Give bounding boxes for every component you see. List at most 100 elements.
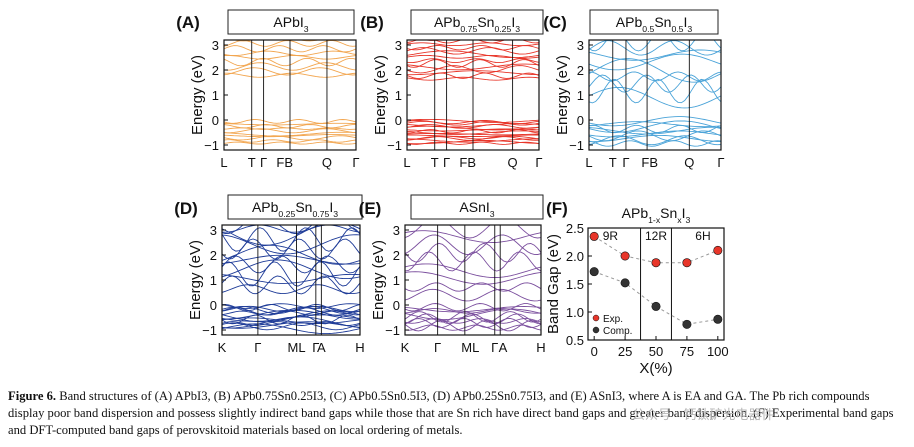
band-line (222, 317, 360, 324)
band-line (405, 303, 541, 312)
y-tick-label: 0 (395, 113, 402, 128)
y-tick-label: 1 (210, 273, 217, 288)
k-point-label: Γ (312, 340, 319, 355)
band-line (222, 321, 360, 326)
y-tick-label: 1 (395, 88, 402, 103)
band-line (222, 234, 360, 255)
watermark: 公众号 · 钙钛矿光电器件 (632, 408, 775, 423)
panel-letter: (E) (359, 199, 382, 218)
band-line (222, 284, 360, 295)
y-tick-label: 3 (212, 38, 219, 53)
band-line (405, 242, 541, 263)
k-point-label: Q (322, 155, 332, 170)
k-point-label: Γ (717, 155, 724, 170)
band-line (222, 254, 360, 265)
k-point-label: Γ (352, 155, 359, 170)
panel-title-box (227, 194, 363, 220)
data-point (713, 245, 723, 255)
y-tick-label: 0 (577, 113, 584, 128)
k-point-label: A (317, 340, 326, 355)
band-panel-4: (D) APb0.25Sn0.75I3 3 2 1 0 −1 Energy (eV) K Γ ML Γ… (174, 194, 365, 355)
k-point-label: Γ (254, 340, 261, 355)
y-tick-label: 0.5 (566, 333, 584, 348)
band-line (589, 40, 721, 52)
band-line (589, 116, 721, 127)
data-point (620, 278, 630, 288)
band-line (222, 314, 360, 325)
band-line (222, 261, 360, 287)
y-tick-label: 0 (393, 298, 400, 313)
panel-title: APb0.75Sn0.25I3 (434, 14, 520, 34)
band-line (589, 86, 721, 109)
caption-text: Band structures of (A) APbI3, (B) APb0.7… (8, 389, 894, 437)
legend-marker (592, 314, 600, 322)
x-tick-label: 0 (591, 344, 598, 359)
band-line (589, 126, 721, 135)
band-line (589, 134, 721, 143)
y-tick-label: 2 (577, 63, 584, 78)
band-line (232, 40, 320, 42)
band-line (589, 49, 721, 61)
panel-title-box (410, 9, 544, 35)
y-tick-label: 0 (212, 113, 219, 128)
panel-letter: (C) (543, 13, 567, 32)
y-tick-label: −1 (204, 138, 219, 153)
y-tick-label: 2 (393, 248, 400, 263)
band-line (222, 321, 360, 329)
panel-title: APbI3 (273, 14, 308, 34)
k-point-label: L (585, 155, 592, 170)
band-line (222, 225, 360, 246)
data-point (620, 251, 630, 261)
k-point-label: K (218, 340, 227, 355)
band-lines (589, 40, 721, 147)
legend-label: Exp. (603, 314, 623, 325)
band-line (222, 322, 360, 331)
band-line (222, 244, 360, 265)
y-tick-label: 1.0 (566, 305, 584, 320)
data-point (682, 258, 692, 268)
y-axis-label: Energy (eV) (189, 55, 206, 135)
data-point (589, 267, 599, 277)
k-point-label: FB (459, 155, 476, 170)
figure-6: (A) APbI3 3 2 1 0 −1 Energy (eV) L T Γ FB Q Γ (B) APb0.… (174, 9, 729, 377)
y-tick-label: 1 (212, 88, 219, 103)
k-point-label: T (431, 155, 439, 170)
k-point-label: L (403, 155, 410, 170)
band-line (589, 130, 721, 142)
band-line (222, 303, 360, 312)
y-tick-label: 2 (395, 63, 402, 78)
panel-title-box (589, 9, 719, 35)
y-tick-label: −1 (569, 138, 584, 153)
panel-letter: (A) (176, 13, 200, 32)
k-point-label: H (355, 340, 364, 355)
band-line (222, 255, 360, 274)
k-point-label: Γ (260, 155, 267, 170)
y-tick-label: 1 (393, 273, 400, 288)
k-point-label: H (536, 340, 545, 355)
y-tick-label: 3 (395, 38, 402, 53)
panel-letter: (F) (546, 199, 568, 218)
band-line (222, 303, 360, 309)
y-tick-label: 2.5 (566, 221, 584, 236)
k-point-label: Q (508, 155, 518, 170)
panel-title-box (410, 194, 544, 220)
y-tick-label: 3 (210, 223, 217, 238)
k-point-label: T (609, 155, 617, 170)
band-line (589, 121, 721, 128)
legend-marker (592, 326, 600, 334)
y-tick-label: 1.5 (566, 277, 584, 292)
band-line (589, 58, 721, 83)
band-line (405, 251, 541, 272)
k-point-label: ML (287, 340, 305, 355)
band-line (222, 225, 360, 234)
region-label: 9R (603, 229, 619, 243)
band-line (405, 271, 541, 285)
panel-letter: (D) (174, 199, 198, 218)
band-line (589, 140, 721, 147)
data-point (682, 319, 692, 329)
band-line (405, 306, 541, 313)
panel-letter: (B) (360, 13, 384, 32)
